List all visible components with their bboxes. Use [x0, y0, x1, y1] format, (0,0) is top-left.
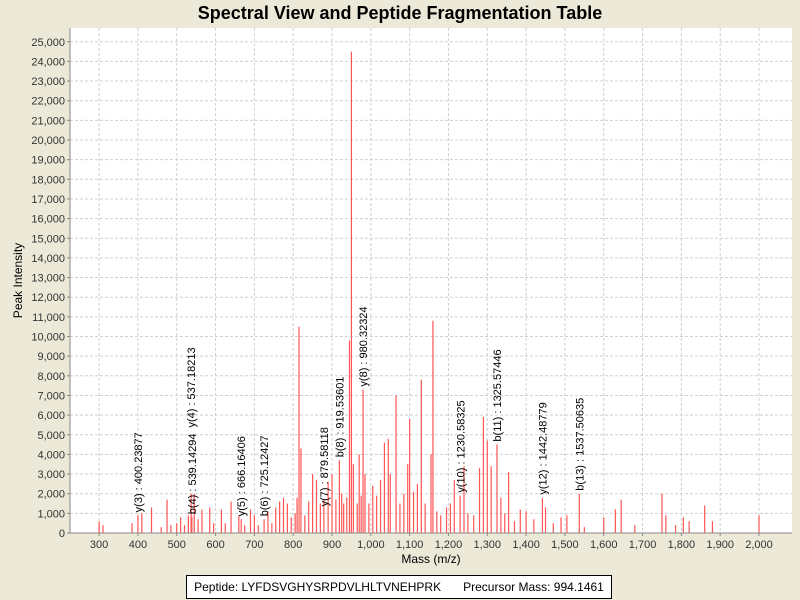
fragment-annotation: y(12) : 1442.48779	[538, 402, 550, 494]
x-tick-label: 800	[284, 539, 302, 551]
y-tick-label: 10,000	[31, 332, 65, 344]
fragment-annotation: y(4) : 537.18213	[186, 347, 198, 427]
x-tick-label: 400	[129, 539, 147, 551]
x-tick-label: 900	[323, 539, 341, 551]
y-tick-label: 20,000	[31, 135, 65, 147]
y-tick-label: 23,000	[31, 76, 65, 88]
x-tick-label: 1,700	[629, 539, 657, 551]
y-tick-label: 12,000	[31, 292, 65, 304]
x-tick-label: 2,000	[745, 539, 773, 551]
x-tick-label: 1,500	[551, 539, 579, 551]
x-tick-label: 1,000	[357, 539, 385, 551]
x-tick-label: 300	[90, 539, 108, 551]
fragment-annotation: b(13) : 1537.50635	[574, 398, 586, 491]
fragment-annotation: y(3) : 400.23877	[133, 432, 145, 512]
x-tick-label: 700	[245, 539, 263, 551]
precursor-mass-label: Precursor Mass: 994.1461	[463, 580, 604, 594]
fragment-annotation: b(6) : 725.12427	[259, 436, 271, 517]
y-tick-label: 14,000	[31, 253, 65, 265]
peptide-label: Peptide: LYFDSVGHYSRPDVLHLTVNEHPRK	[194, 580, 442, 594]
y-tick-label: 3,000	[37, 469, 65, 481]
fragment-annotation: b(8) : 919.53601	[335, 377, 347, 458]
fragment-annotation: b(4) : 539.14294	[187, 434, 199, 515]
fragment-annotation: b(11) : 1325.57446	[492, 349, 504, 441]
x-tick-label: 1,300	[474, 539, 502, 551]
y-tick-label: 5,000	[37, 430, 65, 442]
x-tick-label: 1,800	[668, 539, 696, 551]
fragment-annotation: y(10) : 1230.58325	[455, 400, 467, 492]
y-tick-label: 6,000	[37, 410, 65, 422]
x-axis-label: Mass (m/z)	[401, 552, 460, 566]
y-tick-label: 7,000	[37, 390, 65, 402]
x-tick-label: 1,200	[435, 539, 463, 551]
y-tick-label: 16,000	[31, 214, 65, 226]
y-tick-label: 24,000	[31, 56, 65, 68]
y-tick-label: 0	[59, 528, 65, 540]
x-tick-label: 1,100	[396, 539, 424, 551]
y-tick-label: 8,000	[37, 371, 65, 383]
x-tick-label: 500	[168, 539, 186, 551]
y-tick-label: 15,000	[31, 233, 65, 245]
x-tick-label: 1,600	[590, 539, 618, 551]
y-tick-label: 25,000	[31, 37, 65, 49]
y-tick-label: 4,000	[37, 449, 65, 461]
y-tick-label: 9,000	[37, 351, 65, 363]
fragment-annotation: y(7) : 879.58118	[319, 427, 331, 506]
plot-area	[70, 28, 792, 533]
legend-box: Peptide: LYFDSVGHYSRPDVLHLTVNEHPRK Precu…	[186, 575, 612, 599]
x-tick-label: 600	[206, 539, 224, 551]
x-tick-label: 1,400	[512, 539, 540, 551]
x-tick-label: 1,900	[706, 539, 734, 551]
y-tick-label: 1,000	[37, 508, 65, 520]
y-axis-label: Peak Intensity	[11, 243, 25, 318]
chart-title: Spectral View and Peptide Fragmentation …	[197, 3, 603, 23]
y-tick-label: 18,000	[31, 174, 65, 186]
y-tick-label: 22,000	[31, 96, 65, 108]
fragment-annotation: y(5) : 666.16406	[236, 436, 248, 516]
y-tick-label: 17,000	[31, 194, 65, 206]
y-tick-label: 11,000	[32, 312, 65, 324]
y-tick-label: 2,000	[37, 489, 65, 501]
fragment-annotation: y(8) : 980.32324	[358, 306, 370, 386]
y-tick-label: 13,000	[31, 273, 65, 285]
y-tick-label: 21,000	[31, 115, 65, 127]
y-tick-label: 19,000	[31, 155, 65, 167]
